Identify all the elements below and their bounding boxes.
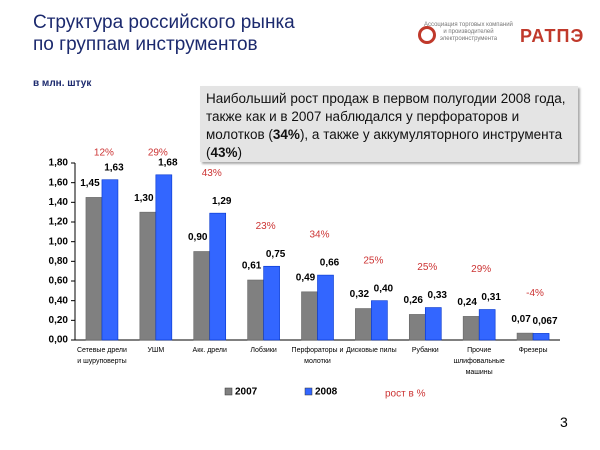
bar xyxy=(516,332,534,341)
legend-label: рост в % xyxy=(385,389,426,400)
bar xyxy=(301,291,318,341)
value-label: 1,30 xyxy=(134,193,154,204)
page-number: 3 xyxy=(560,414,568,430)
value-label: 0,66 xyxy=(320,258,340,269)
x-tick-label: Сетевые дрели и шуруповерты xyxy=(76,347,127,365)
legend-swatch xyxy=(224,387,233,396)
annotation-part: ) xyxy=(237,145,243,160)
logo-icon xyxy=(418,26,436,44)
bar xyxy=(371,300,388,341)
annotation-part: ), а также у аккумуляторного инструмента… xyxy=(206,127,563,160)
value-label: 0,40 xyxy=(374,283,394,294)
logo-name: РАТПЭ xyxy=(520,26,585,46)
bar xyxy=(155,174,173,341)
x-tick-label: Лобзики xyxy=(250,347,277,354)
bar xyxy=(85,197,103,341)
y-tick-label: 1,40 xyxy=(49,197,69,208)
bar xyxy=(101,179,119,341)
growth-label: 12% xyxy=(94,148,114,159)
growth-label: 25% xyxy=(363,255,383,266)
x-tick-label: Рубанки xyxy=(411,347,439,354)
y-tick-label: 0,00 xyxy=(49,335,69,346)
value-label: 0,07 xyxy=(511,314,531,325)
growth-label: 43% xyxy=(202,168,222,179)
value-label: 0,33 xyxy=(428,290,448,301)
value-label: 0,31 xyxy=(481,292,501,303)
x-tick-label: Фрезеры xyxy=(518,347,548,354)
bar xyxy=(424,307,442,341)
bar xyxy=(462,316,480,341)
y-tick-label: 1,80 xyxy=(49,158,69,169)
value-label: 0,067 xyxy=(533,316,558,327)
bar xyxy=(355,308,372,341)
y-tick-label: 0,20 xyxy=(49,315,69,326)
bar xyxy=(263,265,280,341)
growth-label: 29% xyxy=(471,264,491,275)
value-label: 0,75 xyxy=(266,249,286,260)
y-tick-label: 0,40 xyxy=(49,295,69,306)
annotation-part: Наибольший рост продаж в первом полугоди… xyxy=(206,91,566,142)
bar xyxy=(193,251,211,341)
title: Структура российского рынка по группам и… xyxy=(33,12,295,55)
value-label: 1,45 xyxy=(80,178,100,189)
value-label: 0,24 xyxy=(457,297,477,308)
bar xyxy=(408,314,426,341)
value-label: 1,29 xyxy=(212,196,232,207)
x-tick-label: Прочие шлифовальные машины xyxy=(453,347,505,376)
bar xyxy=(247,279,264,341)
bar xyxy=(532,333,550,341)
value-label: 0,90 xyxy=(188,232,208,243)
legend-swatch xyxy=(304,387,313,396)
annotation-part: 34% xyxy=(272,127,300,142)
annotation-part: 43% xyxy=(210,145,238,160)
growth-label: 23% xyxy=(256,221,276,232)
value-label: 1,63 xyxy=(104,162,124,173)
bar xyxy=(317,274,334,341)
y-tick-label: 1,00 xyxy=(49,236,69,247)
x-tick-label: УШМ xyxy=(147,347,165,354)
legend-label: 2008 xyxy=(315,387,338,398)
value-label: 0,49 xyxy=(296,272,316,283)
y-tick-label: 0,60 xyxy=(49,276,69,287)
y-tick-label: 1,20 xyxy=(49,217,69,228)
y-tick-label: 1,60 xyxy=(49,177,69,188)
logo-text: Ассоциация торговых компаний и производи… xyxy=(424,22,513,42)
x-tick-label: Акк. дрели xyxy=(192,347,227,354)
y-tick-label: 0,80 xyxy=(49,256,69,267)
value-label: 0,32 xyxy=(350,289,370,300)
bar xyxy=(478,309,496,341)
value-label: 0,26 xyxy=(404,295,424,306)
annotation: Наибольший рост продаж в первом полугоди… xyxy=(200,86,578,162)
x-tick-label: Перфораторы и молотки xyxy=(291,347,344,365)
value-label: 0,61 xyxy=(242,261,262,272)
subtitle: в млн. штук xyxy=(33,78,92,89)
bar xyxy=(139,211,157,341)
growth-label: -4% xyxy=(526,288,544,299)
legend-label: 2007 xyxy=(235,387,258,398)
growth-label: 25% xyxy=(417,262,437,273)
value-label: 1,68 xyxy=(158,157,178,168)
bar xyxy=(209,212,227,341)
x-tick-label: Дисковые пилы xyxy=(346,347,397,354)
growth-label: 29% xyxy=(148,148,168,159)
growth-label: 34% xyxy=(309,230,329,241)
